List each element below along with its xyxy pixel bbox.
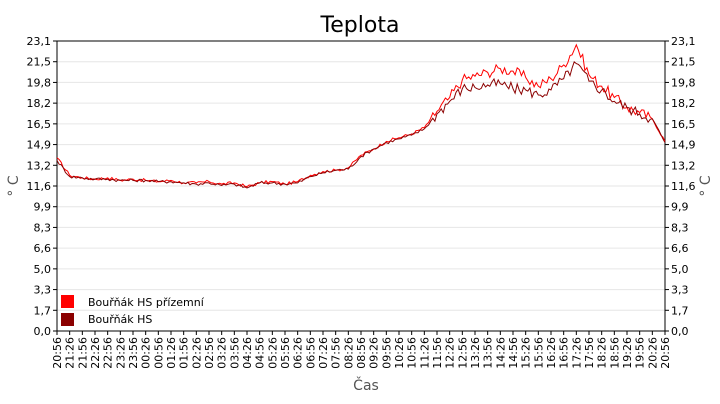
y-tick-label-right: 11,6: [671, 180, 696, 193]
x-tick-label: 03:26: [216, 337, 229, 369]
y-tick-label-right: 1,7: [671, 304, 689, 317]
x-tick-label: 20:56: [659, 337, 672, 369]
y-tick-label-left: 8,3: [34, 221, 52, 234]
y-tick-label-left: 23,1: [27, 35, 52, 48]
legend-label-bournak-hs-prizemni: Bouřňák HS přízemní: [88, 296, 205, 309]
x-tick-label: 22:56: [102, 337, 115, 369]
y-tick-label-right: 8,3: [671, 221, 689, 234]
y-tick-label-right: 16,5: [671, 118, 696, 131]
x-tick-label: 00:26: [140, 337, 153, 369]
x-tick-label: 04:26: [241, 337, 254, 369]
x-tick-label: 16:56: [558, 337, 571, 369]
y-tick-label-left: 16,5: [27, 118, 52, 131]
y-tick-label-left: 13,2: [27, 159, 52, 172]
series-layer: [56, 43, 666, 189]
x-tick-label: 08:56: [355, 337, 368, 369]
y-tick-label-left: 9,9: [34, 201, 52, 214]
y-tick-label-right: 13,2: [671, 159, 696, 172]
y-tick-label-right: 9,9: [671, 201, 689, 214]
x-tick-label: 09:56: [380, 337, 393, 369]
legend-swatch-bournak-hs-prizemni: [61, 295, 74, 308]
y-tick-label-left: 14,9: [27, 139, 52, 152]
x-tick-label: 14:56: [507, 337, 520, 369]
x-axis: 20:56 21:26 21:56 22:26 22:56 23:26 23:56 00:26…: [51, 331, 672, 369]
x-tick-label: 07:26: [317, 337, 330, 369]
y-tick-label-left: 0,0: [34, 325, 52, 338]
y-tick-label-left: 18,2: [27, 97, 52, 110]
x-tick-label: 06:56: [304, 337, 317, 369]
chart-title: Teplota: [320, 13, 400, 38]
y-tick-label-left: 3,3: [34, 284, 52, 297]
x-tick-label: 15:56: [532, 337, 545, 369]
y-tick-label-left: 21,5: [27, 56, 52, 69]
x-tick-label: 03:56: [228, 337, 241, 369]
legend-swatch-bournak-hs: [61, 313, 74, 326]
y-tick-label-right: 3,3: [671, 284, 689, 297]
x-tick-label: 07:56: [330, 337, 343, 369]
x-tick-label: 10:56: [406, 337, 419, 369]
x-tick-label: 04:56: [254, 337, 267, 369]
y-axis-title-right: ° C: [698, 175, 714, 196]
x-tick-label: 18:56: [608, 337, 621, 369]
legend-label-bournak-hs: Bouřňák HS: [88, 313, 152, 326]
x-tick-label: 05:56: [279, 337, 292, 369]
x-tick-label: 20:26: [646, 337, 659, 369]
y-tick-label-right: 6,6: [671, 242, 689, 255]
x-tick-label: 21:26: [64, 337, 77, 369]
x-tick-label: 01:56: [178, 337, 191, 369]
x-tick-label: 02:56: [203, 337, 216, 369]
y-tick-label-left: 1,7: [34, 304, 52, 317]
x-tick-label: 19:56: [634, 337, 647, 369]
x-tick-label: 17:26: [570, 337, 583, 369]
y-tick-label-left: 6,6: [34, 242, 52, 255]
x-tick-label: 12:56: [456, 337, 469, 369]
y-tick-label-right: 0,0: [671, 325, 689, 338]
series-line-1: [56, 61, 666, 189]
x-tick-label: 13:26: [469, 337, 482, 369]
x-tick-label: 23:26: [114, 337, 127, 369]
legend: Bouřňák HS přízemní Bouřňák HS: [61, 295, 205, 326]
x-tick-label: 06:26: [292, 337, 305, 369]
x-tick-label: 21:56: [76, 337, 89, 369]
y-tick-label-left: 11,6: [27, 180, 52, 193]
x-tick-label: 01:26: [165, 337, 178, 369]
x-tick-label: 02:26: [190, 337, 203, 369]
x-tick-label: 17:56: [583, 337, 596, 369]
x-tick-label: 11:26: [418, 337, 431, 369]
x-tick-label: 00:56: [152, 337, 165, 369]
x-tick-label: 15:26: [520, 337, 533, 369]
x-tick-label: 08:26: [342, 337, 355, 369]
x-tick-label: 14:26: [494, 337, 507, 369]
x-tick-label: 12:26: [444, 337, 457, 369]
x-axis-title: Čas: [353, 376, 379, 394]
x-tick-label: 18:26: [596, 337, 609, 369]
y-tick-label-right: 18,2: [671, 97, 696, 110]
y-tick-label-left: 19,8: [27, 76, 52, 89]
x-tick-label: 19:26: [621, 337, 634, 369]
y-tick-label-right: 14,9: [671, 139, 696, 152]
x-tick-label: 22:26: [89, 337, 102, 369]
y-axis-right: 0,0 1,7 3,3 5,0 6,6 8,3 9,9 11,6 13,2 14,9 16,5 18,…: [665, 35, 696, 338]
x-tick-label: 23:56: [127, 337, 140, 369]
grid-layer: [57, 61, 665, 311]
x-tick-label: 20:56: [51, 337, 64, 369]
x-tick-label: 09:26: [368, 337, 381, 369]
y-tick-label-right: 19,8: [671, 76, 696, 89]
y-axis-title-left: ° C: [6, 175, 22, 196]
y-tick-label-right: 21,5: [671, 56, 696, 69]
y-tick-label-right: 5,0: [671, 263, 689, 276]
y-axis-left: 0,0 1,7 3,3 5,0 6,6 8,3 9,9 11,6 13,2 14,9 16,5 18,…: [27, 35, 57, 338]
x-tick-label: 11:56: [431, 337, 444, 369]
x-tick-label: 13:56: [482, 337, 495, 369]
y-tick-label-right: 23,1: [671, 35, 696, 48]
y-tick-label-left: 5,0: [34, 263, 52, 276]
x-tick-label: 10:26: [393, 337, 406, 369]
x-tick-label: 16:26: [545, 337, 558, 369]
x-tick-label: 05:26: [266, 337, 279, 369]
